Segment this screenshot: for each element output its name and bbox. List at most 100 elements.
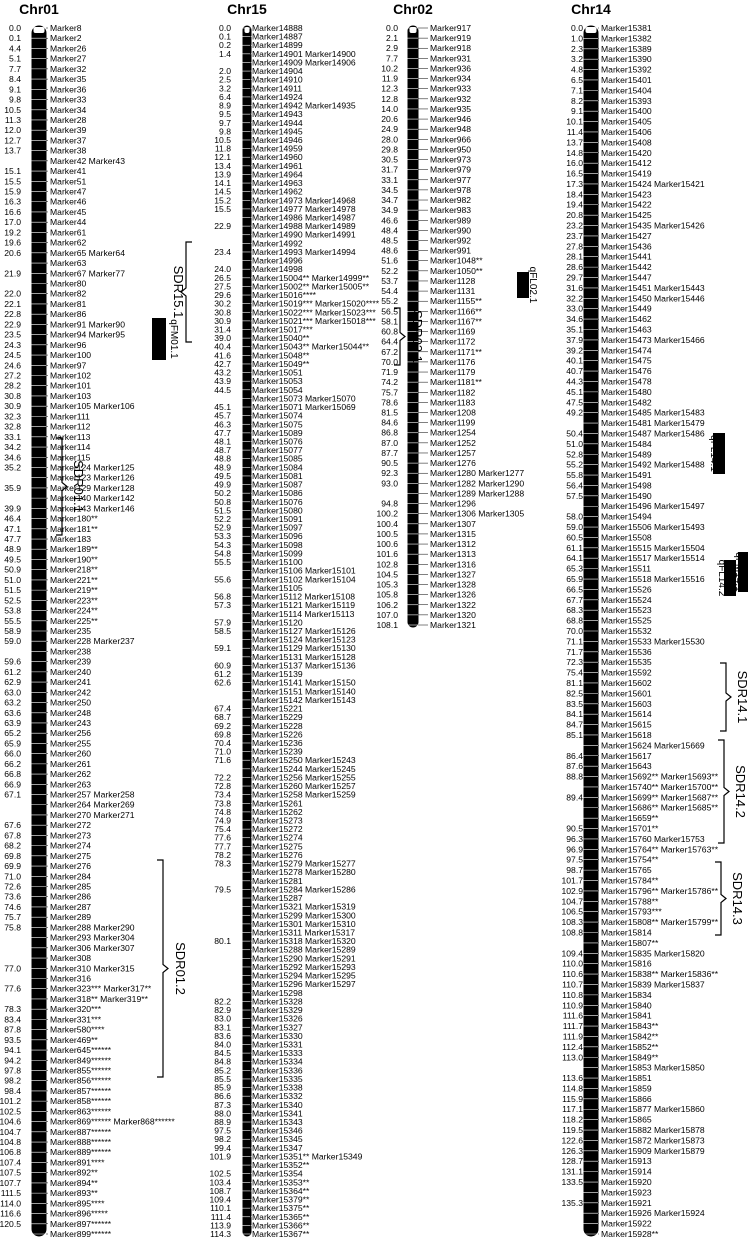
marker-position: 55.2 bbox=[381, 296, 398, 306]
marker-position: 108.1 bbox=[376, 620, 398, 630]
marker-position: 48.4 bbox=[381, 225, 398, 235]
marker-label: Marker15592 bbox=[601, 668, 652, 678]
marker-position: 48.6 bbox=[381, 246, 398, 256]
marker-label: Marker15484 bbox=[601, 439, 652, 449]
marker-label: Marker263 bbox=[50, 779, 91, 789]
marker-position: 31.6 bbox=[566, 283, 583, 293]
marker-label: Marker15221 bbox=[252, 704, 303, 714]
marker-label: Marker992 bbox=[430, 235, 471, 245]
marker-position: 113.0 bbox=[562, 1052, 583, 1062]
marker-label: Marker1322 bbox=[430, 600, 476, 610]
marker-label: Marker15474 bbox=[601, 345, 652, 355]
marker-label: Marker15784** bbox=[601, 876, 659, 886]
marker-label: Marker15441 bbox=[601, 252, 652, 262]
marker-position: 60.5 bbox=[566, 532, 583, 542]
marker-position: 67.1 bbox=[4, 790, 21, 800]
marker-label: Marker15498 bbox=[601, 480, 652, 490]
marker-position: 73.6 bbox=[4, 892, 21, 902]
marker-label: Marker15290 Marker15291 bbox=[252, 953, 356, 963]
marker-label: Marker15436 bbox=[601, 241, 652, 251]
marker-position: 101.2 bbox=[0, 1096, 21, 1106]
marker-label: Marker275 bbox=[50, 851, 91, 861]
marker-label: Marker894** bbox=[50, 1178, 98, 1188]
marker-label: Marker15022*** Marker15023*** bbox=[252, 307, 376, 317]
marker-label: Marker274 bbox=[50, 841, 91, 851]
marker-position: 104.7 bbox=[0, 1127, 21, 1137]
marker-label: Marker47 bbox=[50, 187, 87, 197]
marker-position: 102.8 bbox=[376, 559, 398, 569]
marker-position: 50.2 bbox=[214, 488, 231, 498]
marker-label: Marker15701** bbox=[601, 824, 659, 834]
marker-label: Marker15311 Marker15317 bbox=[252, 928, 355, 938]
marker-position: 87.8 bbox=[4, 1025, 21, 1035]
marker-position: 35.9 bbox=[4, 483, 21, 493]
marker-position: 81.5 bbox=[381, 408, 398, 418]
marker-label: Marker15043** Marker15044** bbox=[252, 342, 370, 352]
marker-label: Marker1313 bbox=[430, 549, 476, 559]
marker-label: Marker15524 bbox=[601, 595, 652, 605]
marker-position: 114.0 bbox=[0, 1198, 21, 1208]
marker-label: Marker15926 Marker15924 bbox=[601, 1208, 705, 1218]
marker-position: 49.9 bbox=[214, 480, 231, 490]
marker-position: 68.2 bbox=[4, 841, 21, 851]
marker-position: 5.1 bbox=[9, 54, 21, 64]
marker-label: Marker86 bbox=[50, 309, 87, 319]
marker-position: 72.2 bbox=[214, 772, 231, 782]
marker-label: Marker14962 bbox=[252, 187, 303, 197]
marker-position: 56.5 bbox=[381, 306, 398, 316]
marker-position: 8.4 bbox=[9, 74, 21, 84]
marker-position: 100.6 bbox=[376, 539, 398, 549]
marker-label: Marker44 bbox=[50, 217, 87, 227]
marker-label: Marker15366** bbox=[252, 1220, 310, 1230]
marker-position: 7.7 bbox=[386, 53, 398, 63]
marker-label: Marker889****** bbox=[50, 1147, 112, 1157]
marker-label: Marker67 Marker77 bbox=[50, 268, 125, 278]
marker-position: 44.5 bbox=[214, 385, 231, 395]
marker-label: Marker15077 bbox=[252, 445, 303, 455]
marker-position: 100.5 bbox=[376, 529, 398, 539]
marker-position: 34.2 bbox=[4, 442, 21, 452]
marker-position: 59.1 bbox=[214, 643, 231, 653]
sdr-bracket: SDR14.3 bbox=[715, 861, 745, 936]
marker-position: 68.8 bbox=[566, 616, 583, 626]
marker-position: 60.8 bbox=[381, 327, 398, 337]
marker-label: Marker15425 bbox=[601, 210, 652, 220]
marker-label: Marker15405 bbox=[601, 117, 652, 127]
marker-position: 69.8 bbox=[4, 851, 21, 861]
marker-label: Marker15365** bbox=[252, 1212, 310, 1222]
sdr-label: SDR02.1 bbox=[410, 310, 425, 363]
marker-label: Marker15120 bbox=[252, 617, 303, 627]
marker-label: Marker15692** Marker15693** bbox=[601, 772, 719, 782]
marker-position: 30.9 bbox=[214, 316, 231, 326]
marker-label: Marker15449 bbox=[601, 304, 652, 314]
marker-position: 114.8 bbox=[562, 1083, 583, 1093]
marker-label: Marker15442 bbox=[601, 262, 652, 272]
marker-position: 13.4 bbox=[214, 161, 231, 171]
marker-position: 116.6 bbox=[0, 1209, 21, 1219]
marker-label: Marker1282 Marker1290 bbox=[430, 478, 524, 488]
marker-label: Marker950 bbox=[430, 144, 471, 154]
sdr-label: SDR14.1 bbox=[735, 671, 750, 724]
marker-position: 92.3 bbox=[381, 468, 398, 478]
marker-label: Marker857****** bbox=[50, 1086, 112, 1096]
marker-label: Marker15049** bbox=[252, 359, 310, 369]
marker-position: 10.1 bbox=[566, 117, 583, 127]
marker-label: Marker15494 bbox=[601, 512, 652, 522]
marker-position: 131.1 bbox=[561, 1167, 583, 1177]
marker-position: 45.1 bbox=[214, 402, 231, 412]
marker-position: 111.9 bbox=[563, 1031, 583, 1041]
qtl-label: qFL14.2 bbox=[716, 560, 727, 597]
marker-label: Marker15273 bbox=[252, 816, 303, 826]
chromosome-bar bbox=[407, 25, 419, 628]
marker-position: 8.9 bbox=[219, 101, 231, 111]
marker-label: Marker15816 bbox=[601, 959, 652, 969]
qtl-box bbox=[724, 560, 736, 596]
marker-label: Marker293 Marker304 bbox=[50, 933, 135, 943]
marker-label: Marker15299 Marker15300 bbox=[252, 910, 356, 920]
marker-position: 75.7 bbox=[4, 912, 21, 922]
marker-label: Marker15332 bbox=[252, 1091, 303, 1101]
marker-position: 65.9 bbox=[566, 574, 583, 584]
marker-label: Marker15423 bbox=[601, 189, 652, 199]
marker-label: Marker14993 Marker14994 bbox=[252, 247, 356, 257]
